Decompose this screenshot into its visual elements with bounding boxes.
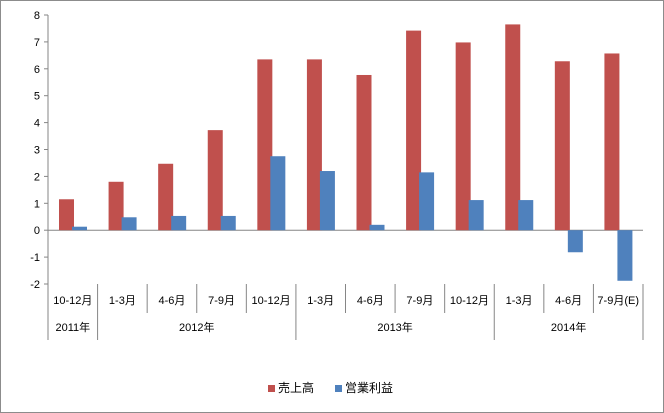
bar-sales [257,59,273,231]
category-axis-layer: 10-12月 1-3月 4-6月 7-9月 10-12月 1-3月 4-6月 7-9月 10-1… [47,284,644,340]
y-tick-label: 6 [34,64,40,76]
category-label: 1-3月 [307,295,334,307]
category-label: 10-12月 [450,295,489,307]
bar-sales [505,24,521,231]
bar-sales [158,163,174,231]
bar-operating-profit [319,171,335,231]
category-label: 1-3月 [506,295,533,307]
bar-sales [356,74,372,231]
bar-operating-profit [369,224,385,231]
bar-operating-profit [617,230,633,281]
category-label: 7-9月 [406,295,433,307]
bar-operating-profit [72,226,87,231]
bar-sales [108,181,124,231]
axes-layer: -2 -1 0 1 2 3 4 5 6 7 8 [30,10,643,291]
y-tick-label: 7 [34,37,40,49]
y-tick-label: 2 [34,171,40,183]
legend-swatch [335,385,342,392]
bar-sales [59,199,74,231]
year-group-label: 2011年 [55,320,90,334]
category-label: 4-6月 [159,295,186,307]
bar-operating-profit [220,215,236,231]
bar-sales [604,53,620,231]
legend: 売上高 営業利益 [268,380,393,395]
bar-operating-profit [270,156,286,231]
year-group-label: 2014年 [551,320,586,334]
y-tick-label: 8 [34,10,40,22]
category-label: 10-12月 [53,295,92,307]
bar-operating-profit [567,230,583,253]
bar-operating-profit [468,200,484,231]
legend-label: 営業利益 [345,381,393,395]
category-label: 7-9月(E) [597,295,639,307]
bars-layer [59,24,633,281]
year-group-label: 2012年 [179,320,214,334]
y-tick-label: 3 [34,145,40,157]
bar-sales [554,61,570,231]
bar-sales [207,130,223,231]
category-label: 4-6月 [555,295,582,307]
legend-label: 売上高 [278,380,314,395]
bar-sales [306,59,322,231]
y-tick-label: -2 [30,279,40,291]
y-tick-label: 0 [34,225,40,237]
bar-sales [455,42,471,231]
legend-swatch [268,385,275,392]
bar-operating-profit [171,215,187,231]
bar-operating-profit [419,172,435,231]
bar-sales [406,30,422,231]
category-label: 1-3月 [109,295,136,307]
y-tick-label: 5 [34,91,40,103]
y-tick-label: -1 [30,252,40,264]
year-group-label: 2013年 [377,320,412,334]
category-label: 7-9月 [208,295,235,307]
y-tick-label: 4 [34,118,40,130]
y-tick-label: 1 [34,198,40,210]
category-label: 4-6月 [357,295,384,307]
category-label: 10-12月 [252,295,291,307]
bar-operating-profit [518,200,534,231]
bar-operating-profit [121,217,137,231]
